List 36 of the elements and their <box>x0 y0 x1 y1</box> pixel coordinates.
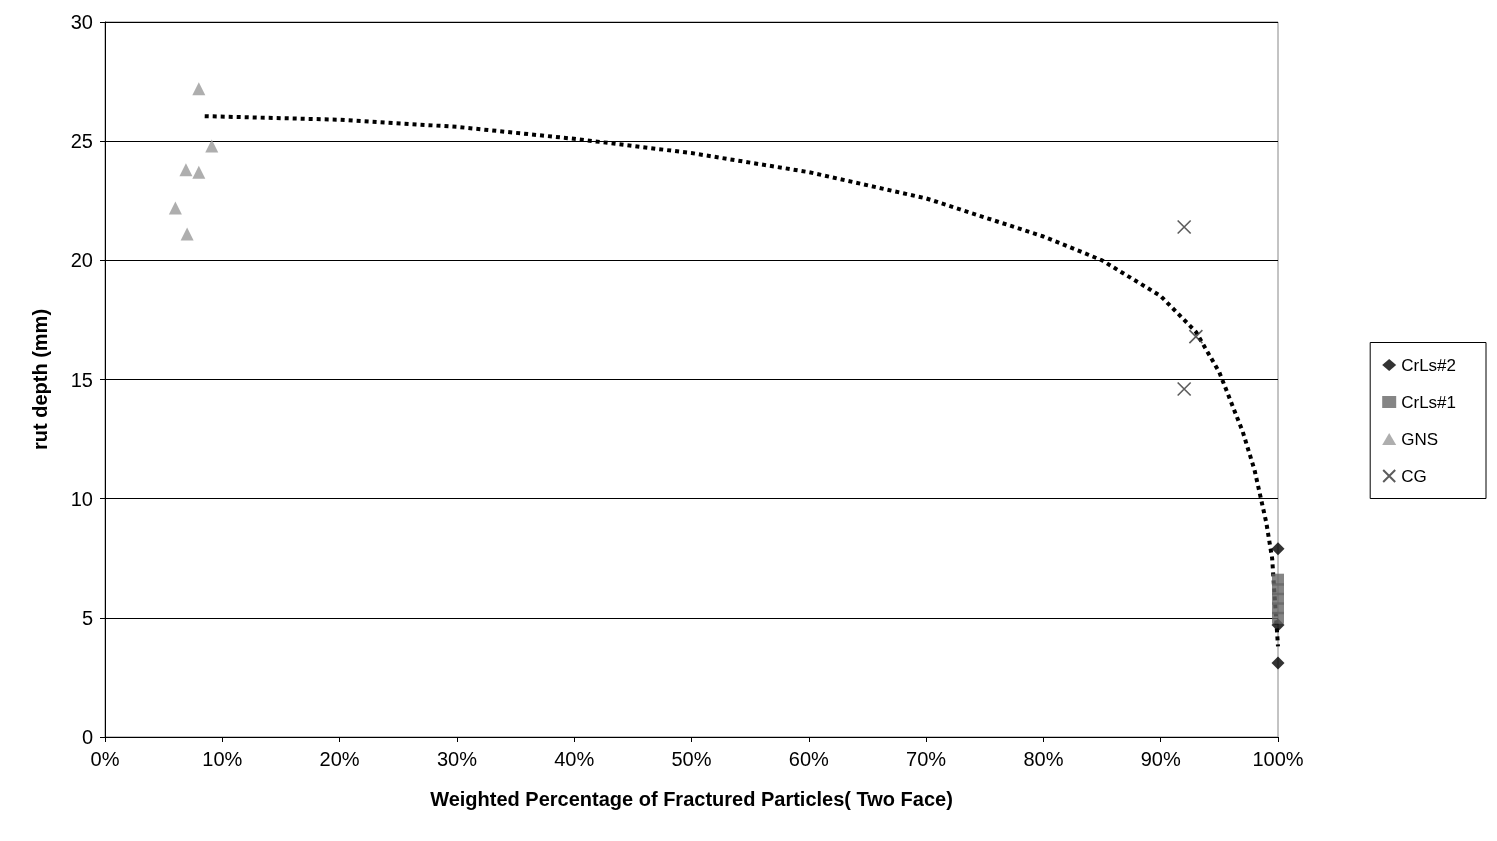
point <box>1188 329 1204 344</box>
y-tick-label: 0 <box>81 726 93 748</box>
legend-label: CG <box>1401 466 1427 486</box>
y-tick-label: 5 <box>81 606 93 629</box>
y-tick-label: 15 <box>70 368 93 391</box>
legend-label: GNS <box>1401 429 1439 449</box>
point <box>1176 219 1192 235</box>
x-tick-label: 20% <box>319 748 360 770</box>
point <box>179 163 193 177</box>
x-tick-label: 10% <box>202 748 243 770</box>
point <box>1176 381 1192 397</box>
x-tick-label: 60% <box>788 748 830 770</box>
point <box>192 165 206 179</box>
point <box>205 139 219 153</box>
y-axis-title: rut depth (mm) <box>29 308 51 451</box>
y-tick-label: 20 <box>70 249 93 272</box>
x-tick-label: 50% <box>671 748 712 770</box>
x-tick-label: 30% <box>436 748 478 770</box>
x-tick-label: 90% <box>1140 748 1181 770</box>
x-tick-label: 100% <box>1252 748 1304 770</box>
point <box>1271 656 1285 670</box>
y-tick-label: 10 <box>70 487 93 510</box>
x-axis-title: Weighted Percentage of Fractured Particles( Two Face) <box>430 788 953 810</box>
x-tick-label: 40% <box>554 748 595 770</box>
x-tick-label: 70% <box>906 748 947 770</box>
point <box>1272 611 1284 624</box>
x-tick-label: 0% <box>90 748 120 770</box>
legend-label: CrLs#2 <box>1401 355 1457 375</box>
legend-label: CrLs#1 <box>1401 392 1457 412</box>
y-tick-label: 25 <box>70 130 93 153</box>
x-tick-label: 80% <box>1023 748 1064 770</box>
point <box>1271 542 1285 556</box>
point <box>180 227 194 241</box>
point <box>192 82 206 96</box>
point <box>168 201 182 215</box>
y-tick-label: 30 <box>70 11 93 33</box>
